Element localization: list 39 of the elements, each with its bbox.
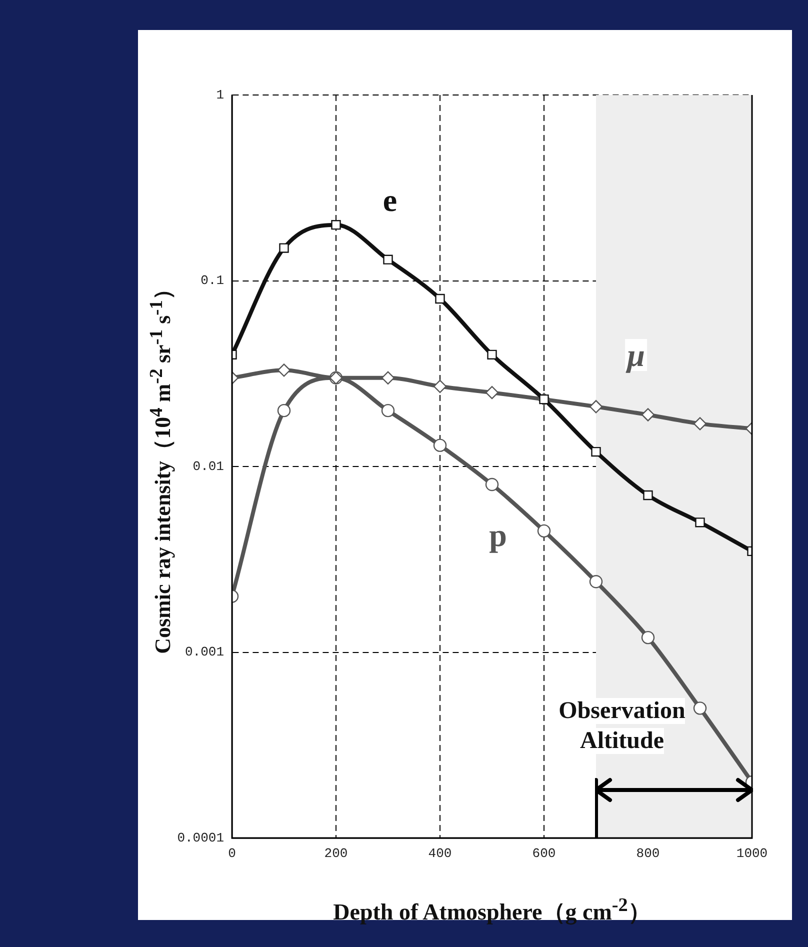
y-tick-label: 0.001 — [184, 644, 224, 660]
point — [695, 518, 705, 528]
point — [383, 254, 393, 264]
x-tick-label: 600 — [532, 846, 556, 862]
point — [435, 294, 445, 304]
point — [641, 630, 655, 644]
point — [591, 446, 601, 457]
x-tick-label: 800 — [636, 846, 660, 862]
point — [277, 404, 291, 418]
y-tick-label: 0.0001 — [177, 830, 224, 846]
point — [487, 350, 497, 360]
x-axis-title: Depth of Atmosphere（g cm$^{-2}$） — [332, 895, 652, 927]
point — [381, 404, 395, 418]
series-label: p — [487, 516, 509, 552]
y-tick-label: 0.1 — [200, 273, 224, 288]
point — [589, 575, 603, 588]
point — [693, 417, 707, 430]
point — [589, 400, 603, 414]
point — [485, 478, 499, 492]
point — [277, 364, 291, 377]
point — [279, 243, 289, 253]
point — [433, 438, 447, 452]
series-label: μ — [625, 336, 647, 373]
point — [485, 386, 499, 400]
point — [331, 220, 341, 230]
point — [643, 490, 653, 500]
y-tick-label: 0.01 — [192, 458, 224, 474]
x-tick-label: 400 — [428, 846, 452, 862]
x-tick-label: 1000 — [736, 846, 768, 862]
y-tick-label: 1 — [216, 87, 224, 102]
point — [381, 371, 395, 384]
band-label: Observation Altitude — [558, 698, 686, 754]
point — [537, 524, 551, 538]
x-tick-label: 0 — [228, 846, 236, 862]
series-label: e — [380, 182, 400, 218]
point — [641, 408, 655, 422]
point — [433, 380, 447, 393]
x-tick-label: 200 — [324, 846, 348, 862]
point — [693, 702, 707, 715]
